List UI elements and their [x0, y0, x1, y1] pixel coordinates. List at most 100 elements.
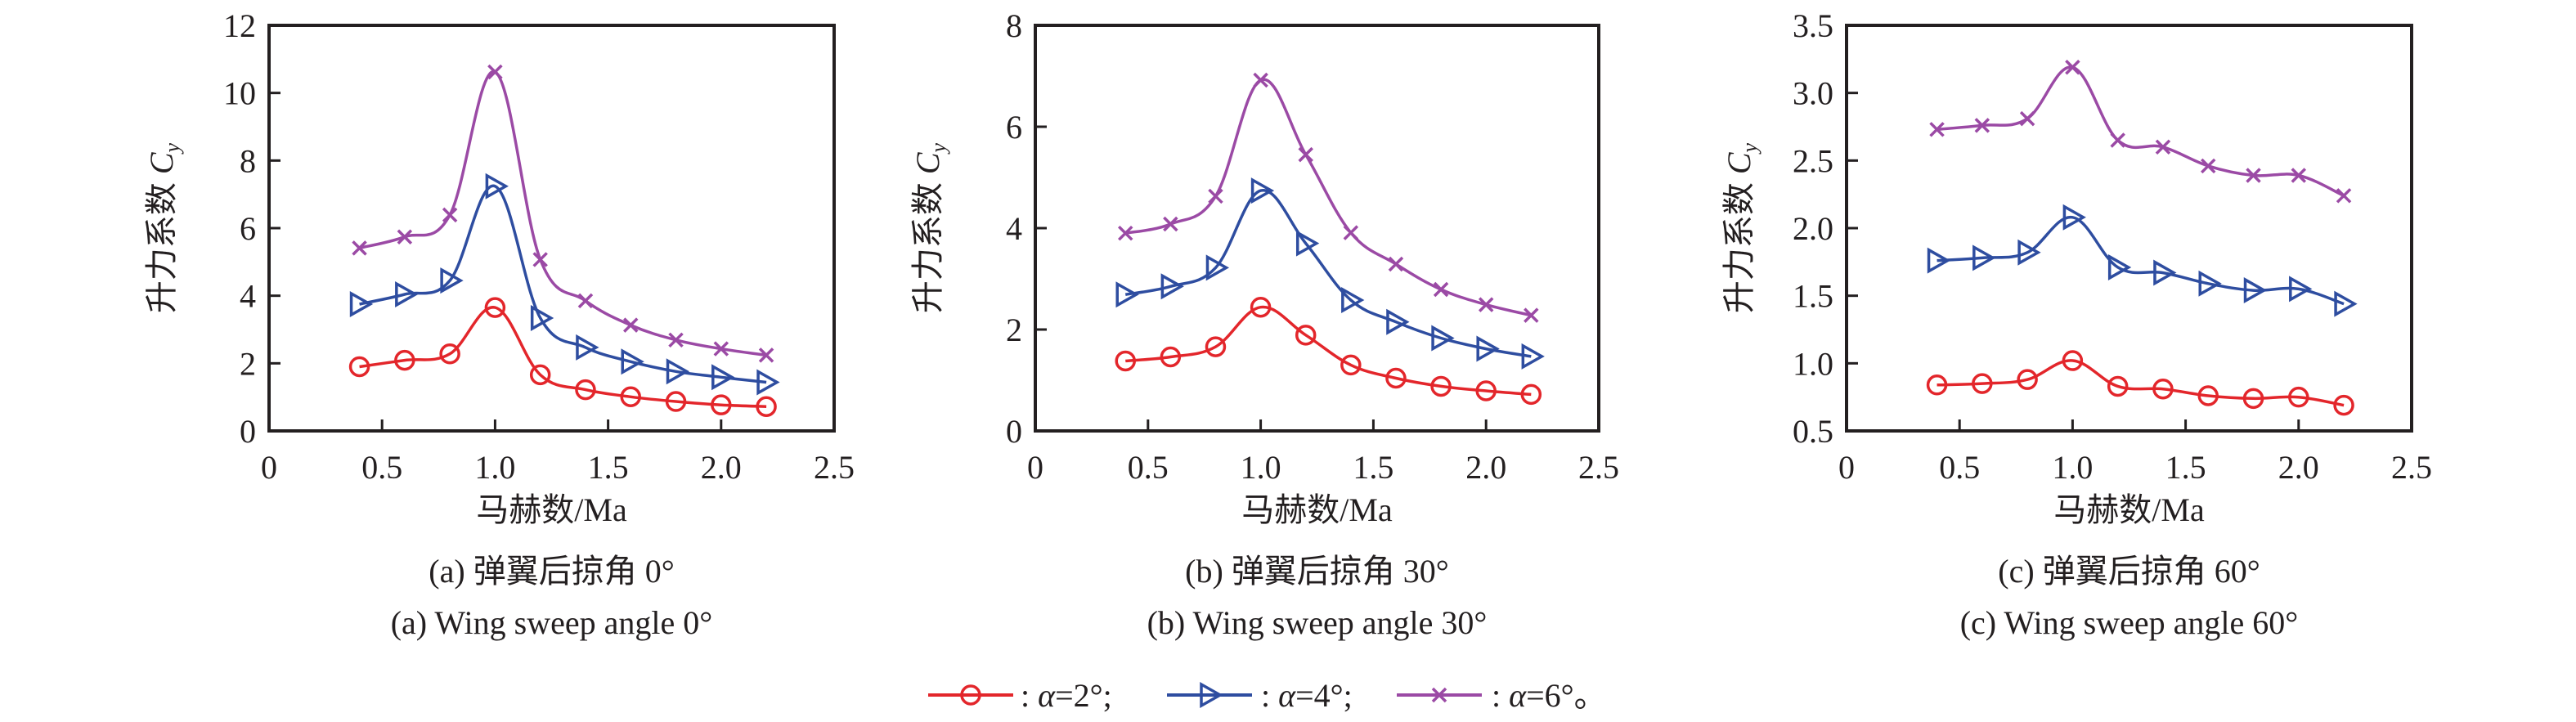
- data-point: [756, 369, 780, 396]
- y-tick-label: 1.5: [1793, 278, 1833, 315]
- data-point: [1972, 373, 1993, 394]
- data-point: [620, 386, 641, 408]
- data-point: [1974, 118, 1990, 133]
- data-point: [1160, 346, 1182, 368]
- data-point: [1205, 254, 1230, 281]
- data-point: [440, 267, 464, 294]
- x-axis-title: 马赫数/Ma: [1241, 491, 1393, 528]
- data-point: [1205, 336, 1227, 357]
- data-point: [348, 356, 370, 378]
- y-tick-label: 10: [223, 75, 256, 112]
- chart-panel-b: 0 0.5 1.0 1.5 2.0 2.5 0 2 4 6 8 升力系数 Cy 马赫数/Ma (b) 弹翼…: [909, 7, 1619, 641]
- x-tick-label: 2.5: [814, 449, 855, 486]
- data-point: [2110, 132, 2125, 148]
- x-tick-label: 0: [261, 449, 277, 486]
- data-point: [1430, 375, 1452, 397]
- y-tick-label: 8: [240, 142, 256, 179]
- data-point: [487, 64, 503, 80]
- series-a4: [1115, 177, 1545, 370]
- x-tick-label: 0: [1838, 449, 1855, 486]
- y-tick-label: 0: [240, 413, 256, 450]
- data-point: [1385, 367, 1407, 389]
- series-a2: [1926, 350, 2354, 416]
- y-axis-title-symbol: C: [909, 151, 946, 174]
- series-a6: [1929, 60, 2352, 204]
- data-point: [1972, 244, 1996, 271]
- legend-separator: :: [1261, 677, 1278, 714]
- data-point: [2197, 385, 2219, 406]
- data-point: [2062, 204, 2086, 231]
- data-point: [1927, 247, 1951, 274]
- data-point: [2336, 188, 2352, 204]
- plot-frame: [267, 24, 836, 433]
- data-point: [666, 358, 690, 385]
- series-a6: [1118, 72, 1539, 323]
- legend-label: : α=2°;: [1021, 677, 1112, 714]
- data-point: [575, 379, 596, 401]
- x-axis-title: 马赫数/Ma: [2053, 491, 2205, 528]
- data-point: [1521, 343, 1545, 370]
- data-point: [2017, 369, 2038, 390]
- x-tick-label: 0.5: [1939, 449, 1980, 486]
- y-axis-title: 升力系数 Cy: [1721, 142, 1761, 313]
- y-tick-label: 3.0: [1793, 75, 1833, 112]
- data-point: [485, 173, 509, 200]
- y-tick-label: 4: [1006, 210, 1022, 247]
- legend-alpha-symbol: α: [1509, 677, 1527, 714]
- data-point: [1926, 374, 1948, 396]
- series-a4: [1927, 204, 2358, 317]
- y-axis-title-subscript: y: [160, 142, 184, 155]
- y-axis-title-symbol: C: [1721, 151, 1757, 174]
- legend-value: =6°。: [1526, 677, 1607, 714]
- x-tick-label: 1.5: [1353, 449, 1393, 486]
- x-tick-label: 1.5: [588, 449, 629, 486]
- series-line: [359, 306, 767, 408]
- data-point: [2289, 276, 2313, 303]
- legend-circle-marker-icon: [960, 684, 981, 706]
- data-point: [529, 364, 551, 386]
- x-axis-title: 马赫数/Ma: [476, 491, 627, 528]
- data-point: [756, 396, 777, 417]
- series-a4: [349, 173, 780, 396]
- series-line: [1936, 359, 2345, 407]
- data-point: [2155, 139, 2171, 155]
- series-line: [1125, 305, 1532, 397]
- series-a2: [1115, 296, 1542, 406]
- data-point: [532, 252, 548, 267]
- y-axis-title-cn: 升力系数: [143, 174, 180, 313]
- data-point: [623, 317, 639, 333]
- data-point: [439, 343, 460, 365]
- data-point: [530, 304, 554, 331]
- plot-frame: [1845, 24, 2413, 433]
- data-point: [395, 281, 419, 308]
- legend-separator: :: [1492, 677, 1509, 714]
- data-point: [1388, 256, 1404, 272]
- data-point: [758, 348, 774, 363]
- series-line: [1936, 65, 2345, 197]
- legend-alpha-symbol: α: [1278, 677, 1296, 714]
- caption-english: (b) Wing sweep angle 30°: [1147, 604, 1488, 641]
- data-point: [1340, 354, 1362, 376]
- data-point: [352, 240, 367, 256]
- data-point: [1160, 273, 1184, 300]
- data-point: [1343, 225, 1359, 240]
- y-axis-title-subscript: y: [927, 142, 950, 155]
- data-point: [2291, 168, 2307, 183]
- x-tick-label: 2.0: [1465, 449, 1506, 486]
- data-point: [2107, 375, 2129, 397]
- data-point: [1250, 296, 1272, 318]
- x-tick-label: 0.5: [361, 449, 402, 486]
- y-tick-label: 1.0: [1793, 345, 1833, 382]
- x-tick-label: 2.5: [1578, 449, 1619, 486]
- data-point: [2246, 168, 2261, 183]
- data-point: [2153, 259, 2177, 286]
- data-point: [1520, 383, 1542, 406]
- y-tick-label: 6: [240, 210, 256, 247]
- y-tick-label: 3.5: [1793, 7, 1833, 44]
- data-point: [349, 291, 374, 317]
- y-tick-label: 0.5: [1793, 413, 1833, 450]
- data-point: [1929, 122, 1945, 137]
- data-point: [668, 332, 684, 348]
- data-point: [394, 349, 415, 371]
